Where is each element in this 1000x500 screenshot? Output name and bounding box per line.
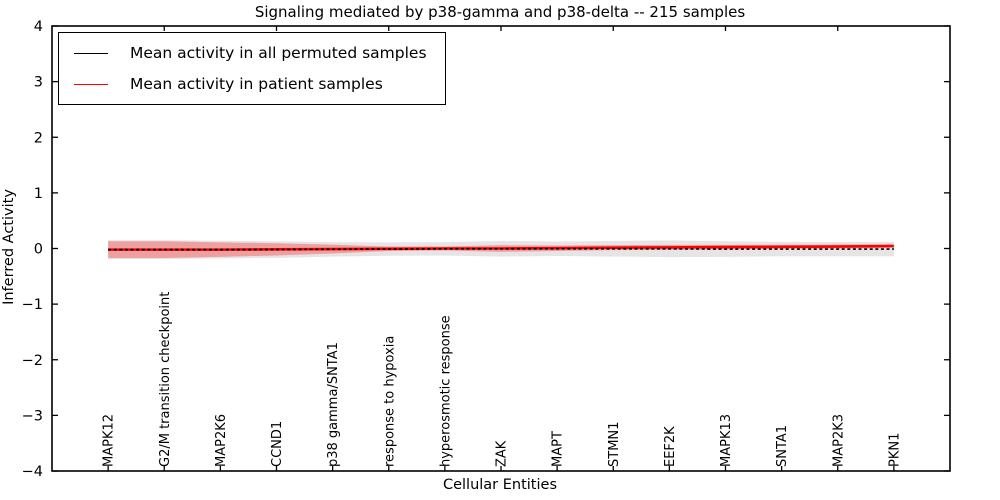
permuted-mean-line — [108, 247, 894, 251]
x-tick-label: hyperosmotic response — [438, 315, 453, 467]
permuted-line-swatch — [74, 52, 108, 54]
y-tick-label: 1 — [34, 186, 43, 202]
x-tick-label: MAPT — [551, 431, 566, 467]
y-tick-label: −2 — [22, 353, 43, 369]
y-axis-label: Inferred Activity — [1, 189, 17, 305]
legend-label-patient: Mean activity in patient samples — [130, 75, 383, 93]
y-tick-label: −1 — [22, 297, 43, 313]
patient-line-swatch — [74, 83, 108, 85]
chart-title: Signaling mediated by p38-gamma and p38-… — [254, 3, 746, 21]
x-tick-label: response to hypoxia — [382, 336, 397, 467]
x-tick-label: p38 gamma/SNTA1 — [326, 342, 341, 467]
y-tick-label: 4 — [34, 19, 43, 35]
x-tick-label: MAPK12 — [102, 414, 117, 467]
x-tick-label: STMN1 — [607, 422, 622, 467]
axis-ticks — [52, 25, 950, 472]
legend-box: Mean activity in all permuted samples Me… — [58, 32, 446, 105]
y-tick-label: −3 — [22, 408, 43, 424]
x-tick-label: EEF2K — [663, 426, 678, 467]
x-tick-label: SNTA1 — [775, 425, 790, 467]
y-tick-label: −4 — [22, 464, 43, 480]
x-tick-label: CCND1 — [270, 421, 285, 467]
x-tick-label: ZAK — [495, 440, 510, 467]
x-tick-label: MAPK13 — [719, 414, 734, 467]
x-tick-label: G2/M transition checkpoint — [158, 292, 173, 467]
x-tick-label: MAP2K3 — [831, 414, 846, 467]
y-tick-label: 2 — [34, 130, 43, 146]
series-lines — [108, 244, 894, 251]
x-axis-label: Cellular Entities — [442, 477, 558, 493]
legend-item-patient: Mean activity in patient samples — [74, 72, 427, 96]
x-tick-label: MAP2K6 — [214, 414, 229, 467]
y-tick-label: 3 — [34, 75, 43, 91]
legend-item-permuted: Mean activity in all permuted samples — [74, 41, 427, 65]
x-tick-label: PKN1 — [887, 433, 902, 467]
legend-label-permuted: Mean activity in all permuted samples — [130, 44, 427, 62]
y-tick-label: 0 — [34, 242, 43, 258]
axis-tick-labels: 4 3 2 1 0 −1 −2 −3 −4 MAPK12 G2/M transition check… — [22, 19, 903, 480]
